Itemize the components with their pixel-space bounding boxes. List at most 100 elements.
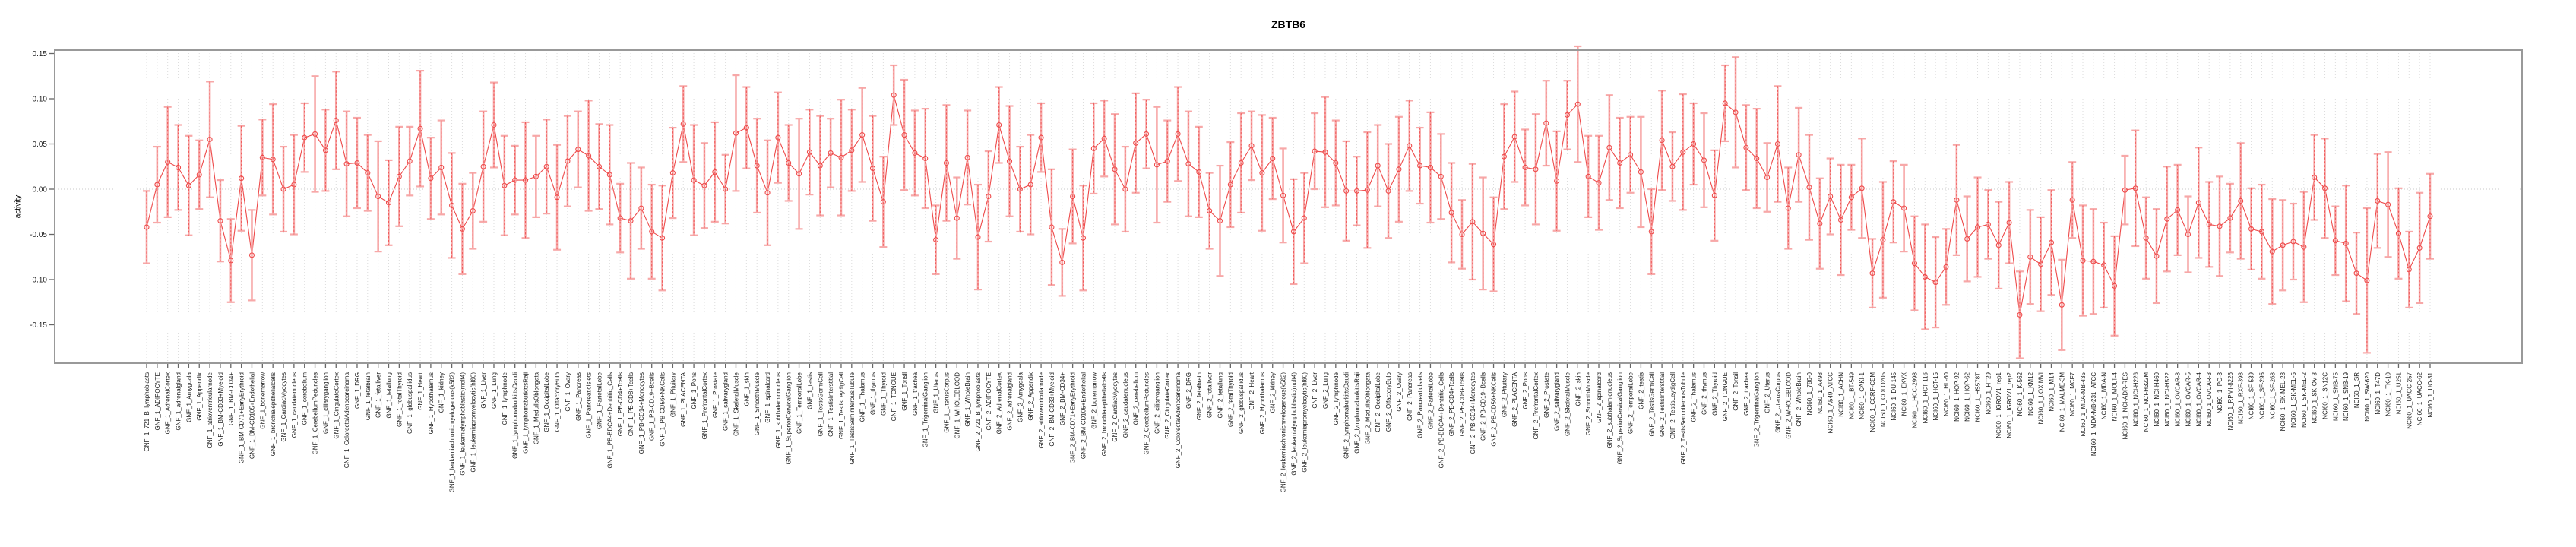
x-tick-label: GNF_2_PB-CD8+Tcells <box>1459 372 1466 436</box>
data-point <box>1691 141 1697 147</box>
data-point <box>1554 178 1560 184</box>
x-tick-label: GNF_1_TestisSeminiferousTubule <box>849 372 856 464</box>
data-point <box>986 193 992 200</box>
data-point <box>2427 213 2433 220</box>
x-tick-label: GNF_1_globuspallidus <box>407 372 413 434</box>
x-tick-label: NCI60_1_RPMI-8226 <box>2227 372 2234 430</box>
data-point <box>2248 226 2255 232</box>
x-tick-label: GNF_2_Ovary <box>1396 372 1403 412</box>
x-tick-label: GNF_2_CingulateCortex <box>1164 372 1171 439</box>
x-tick-label: NCI60_1_SK-MEL-28 <box>2280 372 2286 431</box>
x-tick-label: GNF_1_bronchialepithelialcells <box>270 372 277 456</box>
x-tick-label: GNF_1_Ovary <box>565 372 571 412</box>
x-tick-label: GNF_2_SkeletalMuscle <box>1564 372 1571 436</box>
data-point <box>649 229 655 235</box>
x-tick-label: NCI60_1_UACC-62 <box>2416 372 2423 425</box>
data-point <box>217 218 223 224</box>
data-point <box>775 134 781 141</box>
data-point <box>2217 223 2223 229</box>
data-point <box>385 200 392 206</box>
x-tick-label: NCI60_1_NCI-H460 <box>2154 372 2160 426</box>
x-tick-label: GNF_1_cerebellum <box>302 372 309 425</box>
data-point <box>1743 144 1749 150</box>
x-tick-label: NCI60_1_MDA-N <box>2101 372 2108 419</box>
x-tick-label: NCI60_1_A549_ATCC <box>1828 372 1834 434</box>
data-point <box>512 177 518 183</box>
data-point <box>1070 193 1076 200</box>
data-point <box>417 125 423 131</box>
data-point <box>1438 173 1444 179</box>
x-tick-label: GNF_1_leukemialymphoblastic(molt4) <box>459 372 466 476</box>
x-tick-label: GNF_1_SuperiorCervicalGanglion <box>786 372 793 464</box>
data-point <box>2048 239 2055 245</box>
x-tick-label: GNF_1_Thalamus <box>859 372 866 422</box>
x-tick-label: NCI60_1_IGROV1_rep2 <box>2006 372 2013 438</box>
data-point <box>1828 193 1834 200</box>
x-tick-label: GNF_1_DRG <box>354 372 361 409</box>
data-point <box>1259 170 1265 176</box>
data-point <box>1133 140 1139 146</box>
data-point <box>1932 280 1938 286</box>
x-tick-label: NCI60_1_MCF7 <box>2069 372 2076 416</box>
data-point <box>1954 197 1960 203</box>
data-point <box>354 160 360 166</box>
data-point <box>975 234 981 240</box>
x-tick-label: GNF_2_Pituitary <box>1501 372 1508 417</box>
x-tick-label: NCI60_1_ACHN <box>1838 372 1845 417</box>
x-tick-label: GNF_2_WHOLEBLOOD <box>1785 372 1792 439</box>
x-tick-label: GNF_2_fetalThyroid <box>1227 372 1234 427</box>
x-tick-label: NCI60_1_HT29 <box>1985 372 1992 414</box>
x-tick-label: GNF_2_Uterus <box>1764 372 1771 413</box>
data-point <box>2006 220 2012 226</box>
data-point <box>1511 134 1517 140</box>
data-point <box>2080 258 2086 264</box>
x-tick-label: GNF_2_ParietalLobe <box>1427 372 1434 429</box>
x-tick-label: GNF_1_Prostate <box>712 372 719 418</box>
x-tick-label: GNF_1_Pons <box>691 372 698 409</box>
x-tick-label: GNF_1_ADIPOCYTE <box>154 372 161 430</box>
x-tick-label: GNF_1_Liver <box>480 372 487 409</box>
x-tick-label: NCI60_1_LOXIMVI <box>2038 372 2045 424</box>
data-point <box>1964 236 1970 242</box>
x-tick-label: GNF_2_BM-CD33+Myeloid <box>1049 372 1055 447</box>
data-point <box>196 172 202 178</box>
x-tick-label: NCI60_1_HL-60 <box>1943 372 1950 416</box>
data-point <box>617 215 623 221</box>
x-tick-label: GNF_1_WholeBrain <box>964 372 971 427</box>
x-tick-label: GNF_2_TrigeminalGanglion <box>1754 372 1761 447</box>
x-tick-label: GNF_2_bonemarrow <box>1090 372 1097 429</box>
data-point <box>248 252 255 258</box>
data-point <box>1522 164 1528 170</box>
data-point <box>817 163 823 169</box>
x-tick-label: NCI60_1_OVCAR-5 <box>2185 372 2191 426</box>
data-point <box>480 163 486 169</box>
data-point <box>449 202 455 208</box>
x-tick-label: GNF_1_PB-CD19+Bcells <box>649 372 656 441</box>
data-point <box>165 159 171 165</box>
data-point <box>1891 199 1897 205</box>
data-point <box>280 186 286 192</box>
data-point <box>691 177 697 183</box>
x-tick-label: NCI60_1_NCI-H226 <box>2132 372 2139 426</box>
data-point <box>1764 174 1771 181</box>
data-point <box>912 150 918 156</box>
x-tick-label: NCI60_1_HCC-2998 <box>1911 372 1918 428</box>
x-tick-label: NCI60_1_NCI-H322M <box>2143 372 2150 432</box>
data-point <box>2312 174 2318 181</box>
x-tick-label: GNF_1_ColorectalAdenocarcinoma <box>343 372 350 468</box>
x-tick-label: GNF_1_PB-CD8+Tcells <box>628 372 635 436</box>
x-tick-label: GNF_1_PB-CD56+NKCells <box>660 372 666 447</box>
data-point <box>2238 198 2244 204</box>
x-tick-label: GNF_2_ColorectalAdenocarcinoma <box>1175 372 1182 468</box>
data-point <box>470 208 476 214</box>
x-tick-label: NCI60_1_OVCAR-4 <box>2195 372 2202 426</box>
x-tick-label: NCI60_1_SF-295 <box>2258 372 2265 419</box>
data-point <box>2406 267 2412 273</box>
x-tick-label: GNF_1_Uterus <box>933 372 940 413</box>
data-point <box>2164 216 2170 222</box>
data-point <box>185 182 191 188</box>
data-point <box>1196 169 1202 175</box>
data-point <box>1448 210 1454 216</box>
data-point <box>2395 230 2402 236</box>
data-point <box>1364 187 1370 193</box>
